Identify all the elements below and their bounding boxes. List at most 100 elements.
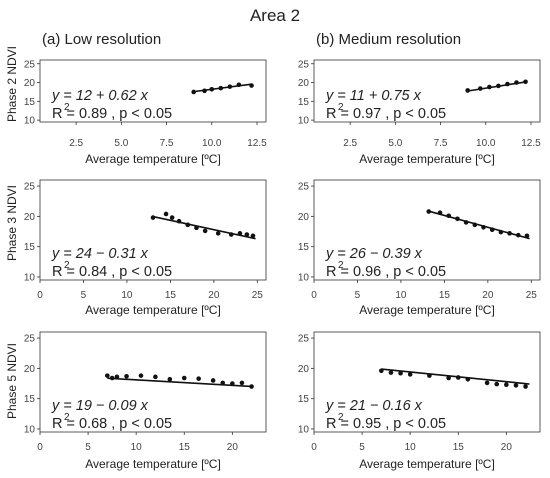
panel-phase5-low: 10 15 20 25 0 5 10 15 20 Average temperature [ºC]… [24, 331, 267, 471]
panel-phase3-medium: 10 15 20 25 0 5 10 15 20 25 Average temperature [º… [298, 179, 541, 317]
y-tick-label: 20 [298, 212, 310, 223]
regression-equation: y = 12 + 0.62 x [51, 88, 149, 104]
data-point [465, 88, 470, 93]
x-tick-label: 0 [37, 290, 43, 301]
data-point [515, 232, 521, 238]
data-point [196, 376, 201, 381]
data-point [215, 231, 221, 236]
data-point [426, 209, 432, 214]
data-point [124, 373, 129, 379]
fit-line [381, 368, 530, 385]
data-point [513, 383, 519, 388]
x-tick-label: 5 [355, 290, 361, 301]
r-squared-text: R = 0.95 , p < 0.05 [326, 416, 446, 432]
panel-phase2-low: 10 15 20 25 2.5 5.0 7.5 10.0 12.5 Average tempera… [24, 59, 267, 166]
y-tick-label: 15 [298, 242, 310, 253]
x-tick-label: 7.5 [434, 138, 448, 149]
data-point [220, 380, 226, 386]
x-tick-label: 20 [208, 290, 220, 301]
data-point [524, 233, 530, 239]
y-tick-label: 10 [24, 272, 36, 283]
x-tick-label: 20 [227, 442, 239, 453]
y-tick-label: 10 [298, 272, 310, 283]
x-tick-label: 0 [311, 442, 317, 453]
data-point [481, 224, 486, 230]
data-point [446, 375, 451, 381]
x-tick-label: 25 [526, 290, 538, 301]
r-squared-superscript: 2 [338, 102, 344, 113]
x-tick-label: 15 [453, 442, 465, 453]
x-axis-label: Average temperature [ºC] [359, 152, 495, 166]
column-title-low: (a) Low resolution [42, 31, 161, 48]
data-point [169, 215, 175, 220]
plot-frame [313, 59, 541, 123]
fit-line [428, 210, 530, 240]
x-tick-label: 10 [405, 442, 417, 453]
data-point [249, 384, 254, 389]
x-tick-label: 10 [131, 442, 143, 453]
x-tick-label: 12.5 [521, 138, 541, 149]
data-point [514, 80, 519, 85]
panel-phase3-low: 10 15 20 25 0 5 10 15 20 25 Average temperature [º… [24, 179, 267, 317]
regression-equation: y = 21 − 0.16 x [325, 398, 423, 414]
r-squared-text: R = 0.84 , p < 0.05 [52, 264, 172, 280]
regression-equation: y = 11 + 0.75 x [325, 88, 422, 104]
data-point [153, 374, 158, 380]
fit-line [107, 377, 254, 388]
y-tick-label: 15 [298, 394, 310, 405]
x-tick-label: 5.0 [388, 138, 402, 149]
y-tick-label: 20 [24, 364, 36, 375]
data-point [523, 79, 528, 85]
data-point [504, 382, 509, 388]
data-point [487, 84, 492, 90]
x-tick-label: 2.5 [343, 138, 357, 149]
x-tick-label: 10.0 [476, 138, 496, 149]
row-label-phase2: Phase 2 NDVI [5, 46, 19, 122]
data-point [379, 368, 384, 374]
data-point [210, 378, 216, 383]
y-tick-label: 25 [24, 182, 36, 193]
data-point [228, 232, 234, 237]
data-point [202, 228, 208, 234]
data-point [478, 86, 483, 91]
data-point [236, 82, 242, 88]
data-point [218, 85, 224, 91]
y-tick-label: 20 [24, 78, 36, 89]
data-point [472, 222, 478, 228]
data-point [498, 229, 504, 235]
x-tick-label: 15 [179, 442, 191, 453]
data-point [209, 87, 215, 92]
data-point [249, 83, 254, 88]
x-tick-label: 5.0 [114, 138, 128, 149]
data-point [244, 232, 250, 237]
r-squared-superscript: 2 [338, 412, 344, 423]
y-tick-label: 10 [298, 116, 310, 127]
y-tick-label: 25 [298, 59, 310, 70]
y-tick-label: 15 [24, 242, 36, 253]
x-tick-label: 2.5 [69, 138, 83, 149]
data-point [407, 372, 413, 377]
r-squared-text: R = 0.89 , p < 0.05 [52, 106, 172, 122]
y-tick-label: 10 [298, 424, 310, 435]
data-point [202, 88, 207, 94]
x-tick-label: 15 [439, 290, 451, 301]
data-point [239, 380, 245, 386]
r-squared-text: R = 0.96 , p < 0.05 [326, 264, 446, 280]
data-point [176, 218, 182, 224]
y-tick-label: 15 [24, 394, 36, 405]
data-point [114, 374, 120, 380]
data-point [191, 89, 196, 95]
row-label-phase5: Phase 5 NDVI [5, 343, 19, 419]
data-point [109, 375, 115, 381]
y-tick-label: 25 [24, 59, 36, 70]
y-tick-label: 25 [298, 182, 310, 193]
data-point [167, 376, 173, 382]
r-squared-text: R = 0.68 , p < 0.05 [52, 416, 172, 432]
x-axis-label: Average temperature [ºC] [359, 303, 495, 317]
x-tick-label: 10.0 [202, 138, 222, 149]
x-tick-label: 0 [37, 442, 43, 453]
data-point [181, 375, 187, 381]
plot-frame [39, 331, 267, 433]
regression-equation: y = 19 − 0.09 x [51, 398, 149, 414]
plot-frame [39, 59, 267, 123]
